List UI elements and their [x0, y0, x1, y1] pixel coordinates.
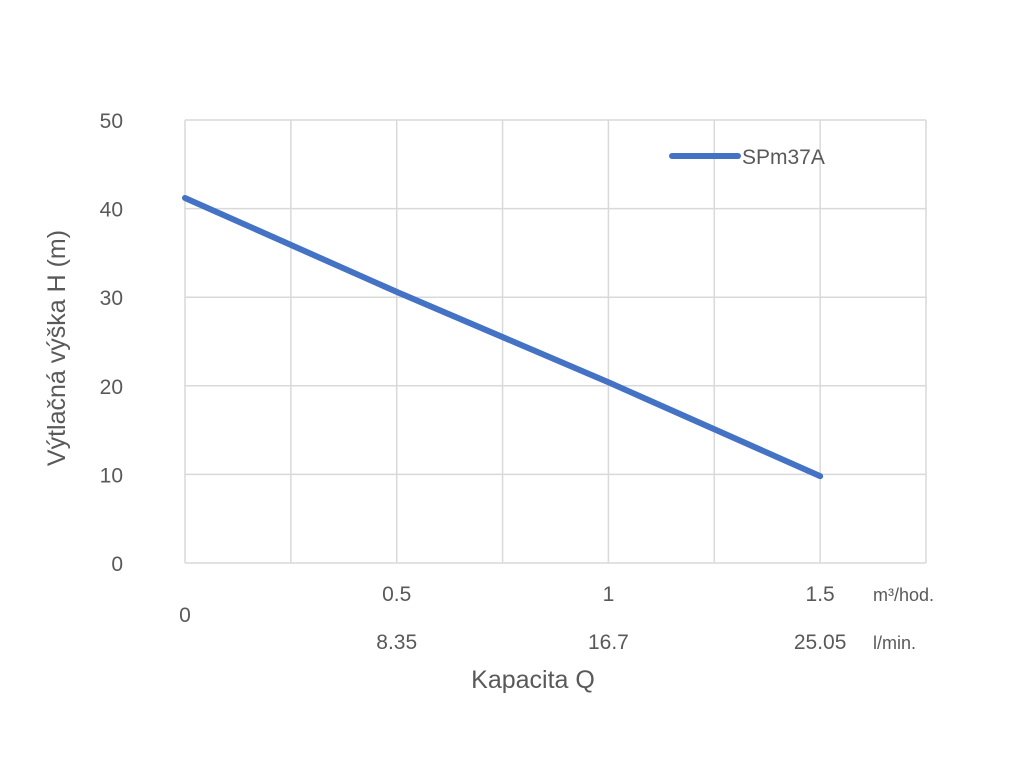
- x-tick-label-secondary: 25.05: [794, 631, 847, 654]
- x-tick-label-secondary: 8.35: [376, 631, 417, 654]
- x-axis-ticks: 0.5 1 1.5 8.35 16.7 25.05: [376, 583, 846, 654]
- y-tick-label: 10: [100, 464, 123, 487]
- y-axis-ticks: 0 10 20 30 40 50: [100, 110, 123, 576]
- legend: SPm37A: [669, 146, 825, 169]
- y-tick-label: 0: [111, 553, 123, 576]
- y-axis-label: Výtlačná výška H (m): [43, 230, 71, 466]
- x-tick-label-primary: 1.5: [806, 583, 835, 606]
- y-tick-label: 20: [100, 376, 123, 399]
- x-tick-label-secondary: 16.7: [588, 631, 629, 654]
- y-tick-label: 30: [100, 287, 123, 310]
- grid: [184, 119, 927, 564]
- x-tick-label-primary: 0.5: [382, 583, 411, 606]
- y-tick-label: 50: [100, 110, 123, 133]
- x-zero-label: 0: [179, 604, 191, 627]
- y-tick-label: 40: [100, 199, 123, 222]
- legend-label: SPm37A: [742, 146, 825, 169]
- series-line-SPm37A: [182, 194, 824, 480]
- series: [182, 194, 824, 480]
- x-axis-label: Kapacita Q: [471, 666, 595, 694]
- x-unit-secondary: l/min.: [873, 633, 916, 653]
- x-unit-primary: m³/hod.: [873, 585, 934, 605]
- x-tick-label-primary: 1: [603, 583, 615, 606]
